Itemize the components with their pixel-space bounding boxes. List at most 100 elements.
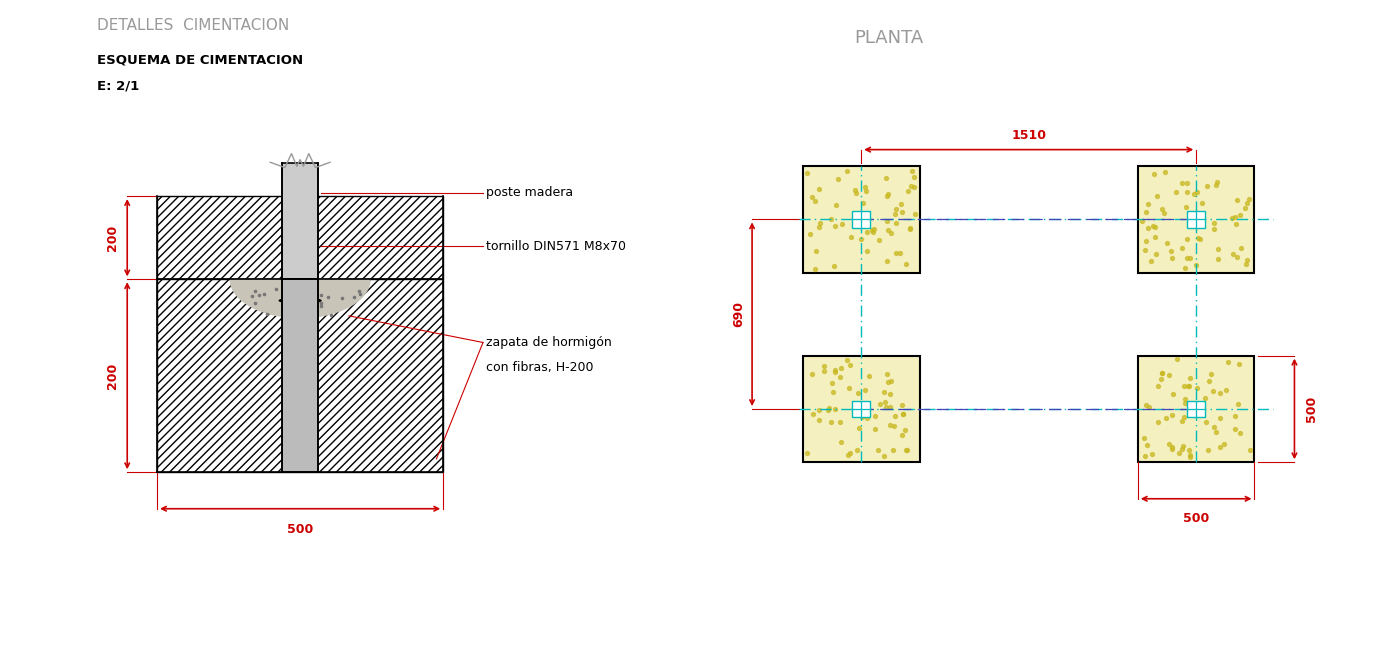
Point (876, 256, 899, 267)
Point (847, 388, 869, 399)
Point (818, 403, 840, 414)
Point (797, 448, 819, 458)
Point (1161, 245, 1183, 256)
Point (1210, 388, 1232, 399)
Point (1170, 178, 1193, 188)
Point (882, 445, 904, 456)
Point (298, 279, 321, 289)
Point (897, 186, 920, 196)
Text: 1510: 1510 (1011, 128, 1046, 142)
Point (1177, 444, 1200, 455)
Point (869, 398, 892, 409)
Bar (853, 211, 871, 227)
Point (1142, 169, 1165, 180)
Point (1158, 370, 1180, 380)
Point (895, 259, 917, 269)
Point (892, 409, 914, 420)
Point (1228, 428, 1250, 438)
Point (1142, 221, 1165, 231)
Point (1200, 368, 1222, 379)
Point (879, 375, 902, 386)
Point (1235, 259, 1257, 270)
Point (864, 411, 886, 422)
Bar (157, 196, 444, 279)
Point (1151, 367, 1173, 378)
Point (825, 200, 847, 210)
Point (855, 246, 878, 257)
Point (1196, 181, 1218, 192)
Point (903, 182, 925, 192)
Point (896, 444, 918, 455)
Point (883, 411, 906, 422)
Point (1228, 358, 1250, 369)
Point (823, 404, 846, 414)
Point (244, 297, 266, 308)
Point (349, 285, 371, 296)
Point (1166, 354, 1189, 364)
Point (1179, 373, 1201, 384)
Point (1179, 450, 1201, 460)
Text: zapata de hormigón: zapata de hormigón (486, 336, 612, 349)
Point (1183, 189, 1205, 200)
Point (904, 209, 927, 219)
Point (837, 450, 860, 461)
Point (1137, 199, 1159, 209)
Point (822, 386, 844, 397)
Point (830, 437, 853, 448)
Point (1154, 167, 1176, 178)
Point (1161, 444, 1183, 454)
Point (895, 425, 917, 436)
Point (854, 211, 876, 222)
Point (248, 290, 270, 301)
Bar (853, 400, 871, 418)
Text: poste madera: poste madera (486, 186, 574, 200)
Text: 500: 500 (1305, 396, 1319, 422)
Point (1179, 452, 1201, 462)
Point (1201, 385, 1224, 396)
Text: tornillo DIN571 M8x70: tornillo DIN571 M8x70 (486, 239, 626, 253)
Point (1141, 448, 1163, 459)
Point (895, 444, 917, 455)
Point (1186, 187, 1208, 198)
Point (1176, 234, 1198, 245)
Point (890, 430, 913, 440)
Point (1170, 243, 1193, 253)
Text: E: 2/1: E: 2/1 (98, 80, 140, 93)
Point (1231, 243, 1253, 253)
Point (1224, 424, 1246, 434)
Point (1147, 417, 1169, 428)
Point (1176, 253, 1198, 263)
Point (1133, 432, 1155, 443)
Point (900, 180, 923, 191)
Point (876, 190, 899, 201)
Point (1205, 180, 1228, 191)
Point (812, 361, 834, 372)
Point (878, 377, 900, 388)
Point (244, 286, 266, 297)
Point (274, 309, 297, 320)
Point (1161, 442, 1183, 453)
Point (801, 368, 823, 379)
Point (868, 235, 890, 245)
Point (862, 224, 885, 235)
Point (255, 309, 277, 319)
Point (804, 196, 826, 206)
Point (1165, 187, 1187, 198)
Point (837, 382, 860, 393)
Bar (283, 279, 318, 472)
Point (1155, 412, 1177, 423)
Point (839, 448, 861, 458)
Point (808, 405, 830, 416)
Point (1238, 194, 1260, 205)
Point (1168, 448, 1190, 458)
Point (1154, 207, 1176, 218)
Point (823, 365, 846, 376)
Bar (804, 356, 920, 462)
Text: DETALLES  CIMENTACION: DETALLES CIMENTACION (98, 18, 290, 33)
Point (1215, 384, 1238, 395)
Point (836, 166, 858, 177)
Point (874, 396, 896, 407)
Point (1207, 253, 1229, 264)
Point (1203, 223, 1225, 234)
Point (1144, 232, 1166, 243)
